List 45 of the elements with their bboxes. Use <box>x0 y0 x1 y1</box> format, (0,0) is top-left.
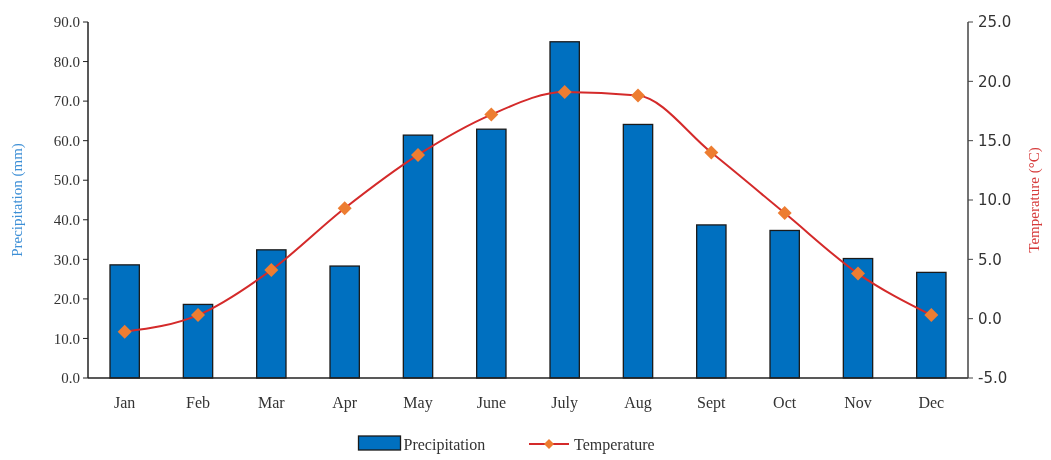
y2-tick-label: -5.0 <box>978 369 1008 388</box>
x-tick-label: July <box>551 394 578 412</box>
y2-tick-label: 10.0 <box>978 191 1012 210</box>
x-tick-label: Oct <box>773 394 797 411</box>
x-tick-label: Aug <box>624 394 652 412</box>
y-tick-label: 60.0 <box>53 132 80 149</box>
x-tick-label: Dec <box>918 394 945 411</box>
y2-tick-label: 0.0 <box>978 309 1002 328</box>
y2-tick-label: 20.0 <box>978 72 1012 91</box>
x-tick-label: Jan <box>114 394 136 411</box>
point <box>191 308 205 323</box>
y-tick-label: 80.0 <box>53 53 80 70</box>
x-tick-label: Sept <box>697 394 727 412</box>
point <box>924 308 939 323</box>
point <box>704 145 719 160</box>
x-tick-label: Mar <box>258 394 286 411</box>
y2-tick-label: 25.0 <box>978 13 1012 32</box>
y-tick-label: 0.0 <box>61 370 80 387</box>
y-tick-label: 10.0 <box>53 330 80 347</box>
legend-label: Temperature <box>574 435 655 454</box>
x-tick-label: June <box>476 394 506 411</box>
y-tick-label: 30.0 <box>53 251 80 268</box>
y-tick-label: 40.0 <box>53 212 80 229</box>
point <box>631 88 645 103</box>
point <box>777 206 792 221</box>
point <box>484 107 499 122</box>
y2-tick-label: 15.0 <box>978 131 1012 150</box>
y-tick-label: 90.0 <box>53 14 80 31</box>
y-axis-title: Precipitation (mm) <box>9 143 26 257</box>
y-tick-label: 20.0 <box>53 291 80 308</box>
x-tick-label: Nov <box>844 394 872 411</box>
point <box>117 324 132 339</box>
point <box>337 201 352 216</box>
y-tick-label: 50.0 <box>53 172 80 189</box>
point <box>264 263 279 278</box>
y2-tick-label: 5.0 <box>978 250 1002 269</box>
x-tick-label: Apr <box>332 394 358 412</box>
legend-label: Precipitation <box>403 435 486 454</box>
point <box>411 147 425 162</box>
x-tick-label: May <box>403 394 433 412</box>
point <box>557 85 572 100</box>
x-tick-label: Feb <box>186 394 210 411</box>
y-tick-label: 70.0 <box>53 93 80 110</box>
point <box>851 266 865 281</box>
y2-axis-title: Temperature (°C) <box>1026 147 1043 253</box>
